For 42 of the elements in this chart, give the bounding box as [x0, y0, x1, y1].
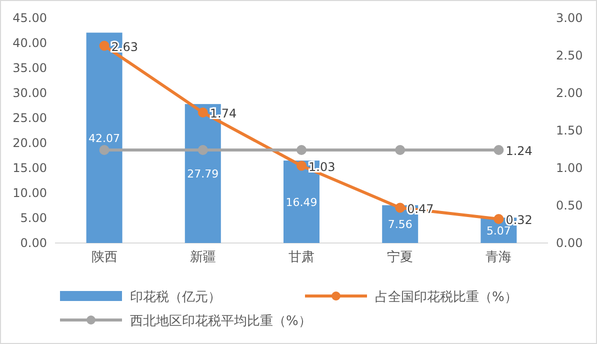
legend-label: 印花税（亿元）: [130, 290, 221, 305]
data-label: 7.56: [388, 218, 412, 232]
y2-tick-label: 3.00: [556, 11, 583, 25]
y2-tick-label: 0.50: [556, 198, 583, 212]
x-tick-label: 新疆: [190, 250, 216, 265]
point: [494, 214, 504, 224]
x-tick-label: 宁夏: [387, 249, 414, 265]
y-tick-label: 0.00: [20, 236, 47, 250]
y-tick-label: 35.00: [12, 61, 47, 75]
point: [198, 108, 208, 118]
legend-label: 西北地区印花税平均比重（%）: [130, 314, 312, 329]
data-label: 27.79: [187, 168, 219, 181]
data-label: 5.07: [486, 224, 511, 238]
x-tick-label: 青海: [486, 250, 512, 265]
y-tick-label: 10.00: [12, 186, 47, 200]
x-tick-label: 陕西: [91, 250, 118, 265]
data-label: 42.07: [88, 132, 120, 145]
x-tick-label: 甘肃: [288, 250, 314, 265]
y2-tick-label: 1.50: [556, 124, 583, 138]
y-tick-label: 5.00: [20, 211, 47, 225]
data-label: 0.47: [407, 202, 434, 216]
point: [395, 202, 406, 213]
y2-tick-label: 1.00: [556, 161, 583, 175]
y-tick-label: 30.00: [12, 86, 47, 100]
point: [494, 145, 504, 155]
point: [99, 145, 110, 155]
y-tick-label: 20.00: [12, 136, 47, 150]
y-tick-label: 40.00: [12, 36, 47, 50]
legend-label: 占全国印花税比重（%）: [375, 290, 518, 305]
point: [198, 145, 208, 155]
point: [99, 40, 110, 51]
y2-tick-label: 2.00: [556, 86, 583, 100]
y2-tick-label: 0.00: [556, 236, 583, 250]
y-tick-label: 25.00: [12, 111, 47, 125]
data-label: 1.24: [506, 144, 532, 158]
data-label: 16.49: [286, 196, 318, 209]
point: [395, 145, 406, 155]
y-tick-label: 15.00: [12, 161, 47, 175]
point: [296, 145, 306, 155]
y-tick-label: 45.00: [12, 11, 47, 25]
y2-tick-label: 2.50: [556, 48, 583, 62]
point: [296, 160, 306, 171]
